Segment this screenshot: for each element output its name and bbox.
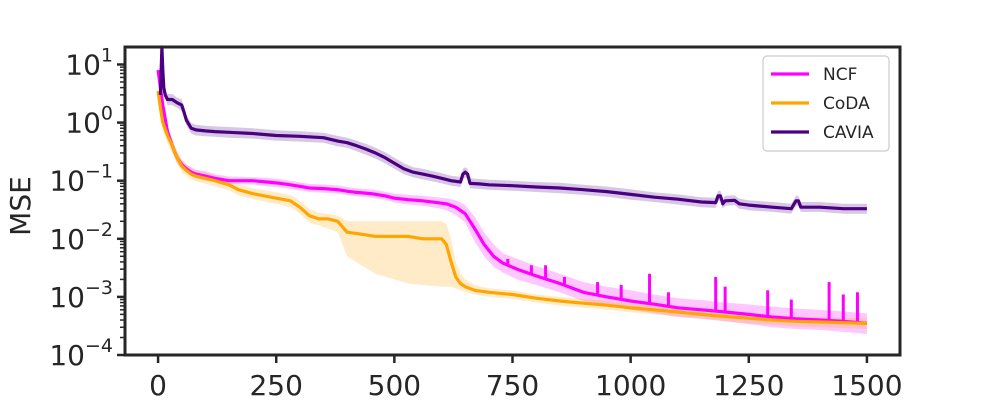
line-ncf [156,69,868,325]
y-axis-ticks: 10−4 10−3 10−2 10−1 100 101 [49,44,125,372]
x-tick-label: 0 [149,369,167,400]
noise-spikes [487,250,859,323]
line-coda [156,90,867,325]
confidence-bands [158,42,867,334]
legend-label-coda: CoDA [823,94,870,114]
legend: NCF CoDA CAVIA [762,55,890,152]
x-tick-label: 750 [486,369,539,400]
x-tick-label: 500 [368,369,421,400]
y-tick-label: 10−3 [49,277,113,314]
legend-box [762,55,890,152]
y-tick-label: 10−4 [49,335,113,372]
x-tick-label: 1250 [713,369,784,400]
x-tick-label: 1500 [831,369,902,400]
x-tick-label: 1000 [595,369,666,400]
x-axis-ticks: 0 250 500 750 1000 1250 1500 [149,355,903,400]
band-cavia [160,42,867,214]
legend-label-ncf: NCF [823,65,857,85]
legend-label-cavia: CAVIA [823,123,874,143]
series-lines [156,45,868,325]
x-tick-label: 250 [249,369,302,400]
y-tick-label: 100 [65,103,113,140]
y-axis-label: MSE [4,176,37,236]
y-tick-label: 10−2 [49,219,113,256]
y-tick-label: 10−1 [49,161,113,198]
y-tick-label: 101 [65,44,113,81]
line-cavia [158,45,867,211]
